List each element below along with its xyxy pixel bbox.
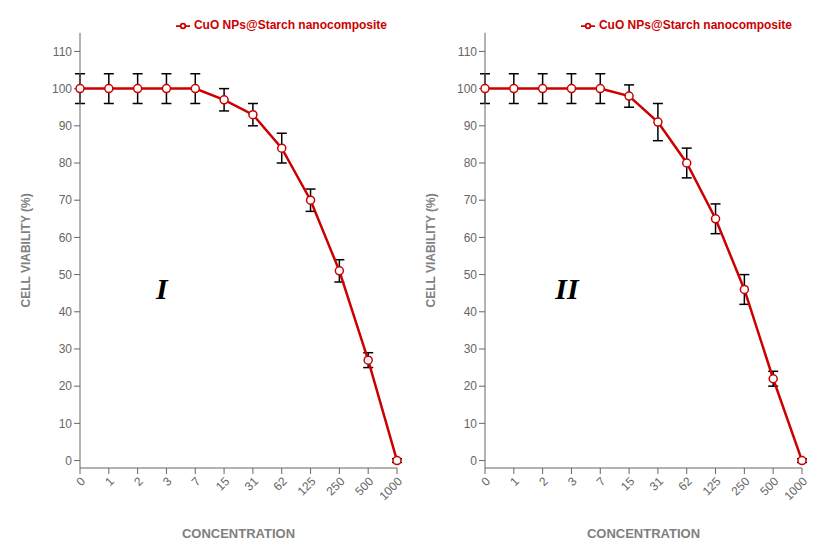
svg-text:125: 125 (295, 474, 319, 498)
svg-text:0: 0 (74, 474, 89, 489)
html-text:CuO NPs@Starch nanocomposite: CuO NPs@Starch nanocomposite (193, 18, 387, 32)
svg-text:0: 0 (65, 454, 72, 468)
html-text:CuO NPs@Starch nanocomposite: CuO NPs@Starch nanocomposite (598, 18, 792, 32)
svg-text:10: 10 (464, 417, 478, 431)
svg-text:40: 40 (59, 305, 73, 319)
html-text:I: I (156, 271, 168, 305)
svg-text:1000: 1000 (376, 474, 405, 503)
svg-text:80: 80 (59, 156, 73, 170)
svg-text:CONCENTRATION: CONCENTRATION (182, 526, 295, 541)
svg-text:7: 7 (594, 474, 609, 489)
svg-text:1: 1 (102, 474, 117, 489)
svg-text:40: 40 (464, 305, 478, 319)
svg-text:CONCENTRATION: CONCENTRATION (587, 526, 700, 541)
svg-text:2: 2 (131, 474, 146, 489)
svg-text:0: 0 (479, 474, 494, 489)
svg-text:CELL VIABILITY (%): CELL VIABILITY (%) (424, 193, 438, 307)
svg-text:100: 100 (52, 82, 72, 96)
svg-text:30: 30 (59, 342, 73, 356)
svg-text:20: 20 (59, 379, 73, 393)
svg-text:62: 62 (676, 474, 696, 494)
svg-text:110: 110 (458, 45, 477, 59)
svg-text:125: 125 (700, 474, 724, 498)
svg-text:1000: 1000 (781, 474, 810, 503)
svg-text:70: 70 (464, 193, 478, 207)
svg-text:1: 1 (507, 474, 522, 489)
svg-text:500: 500 (757, 474, 781, 498)
svg-text:50: 50 (59, 268, 73, 282)
svg-text:30: 30 (464, 342, 478, 356)
svg-text:62: 62 (271, 474, 291, 494)
svg-text:3: 3 (160, 474, 175, 489)
svg-text:15: 15 (618, 474, 638, 494)
svg-text:0: 0 (470, 454, 477, 468)
svg-text:2: 2 (536, 474, 551, 489)
svg-text:31: 31 (647, 474, 667, 494)
svg-text:10: 10 (59, 417, 73, 431)
svg-text:250: 250 (728, 474, 752, 498)
svg-text:CELL VIABILITY (%): CELL VIABILITY (%) (19, 193, 33, 307)
html-text:II: II (555, 271, 579, 305)
svg-text:80: 80 (464, 156, 478, 170)
svg-text:15: 15 (213, 474, 233, 494)
svg-text:110: 110 (53, 45, 72, 59)
svg-text:20: 20 (464, 379, 478, 393)
svg-text:100: 100 (457, 82, 477, 96)
svg-text:7: 7 (189, 474, 204, 489)
svg-text:3: 3 (565, 474, 580, 489)
svg-text:90: 90 (464, 119, 478, 133)
svg-text:60: 60 (464, 231, 478, 245)
svg-text:250: 250 (323, 474, 347, 498)
svg-text:50: 50 (464, 268, 478, 282)
svg-text:31: 31 (242, 474, 262, 494)
svg-text:90: 90 (59, 119, 73, 133)
svg-text:60: 60 (59, 231, 73, 245)
svg-text:70: 70 (59, 193, 73, 207)
svg-text:500: 500 (352, 474, 376, 498)
